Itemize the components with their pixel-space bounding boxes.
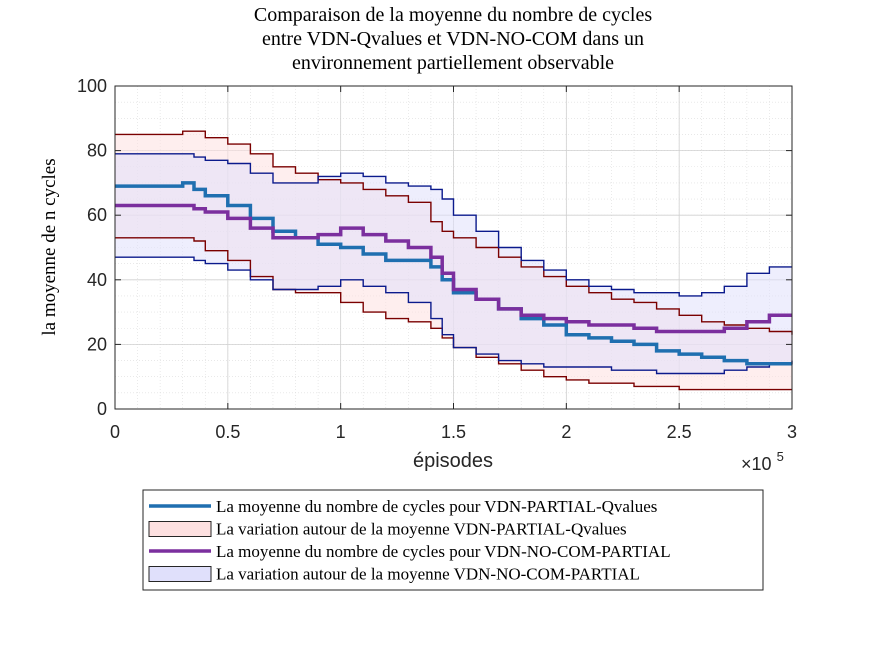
legend-box	[142, 489, 764, 591]
x-tick-label: 2.5	[667, 422, 692, 442]
legend-label: La moyenne du nombre de cycles pour VDN-…	[216, 542, 671, 561]
legend-label: La variation autour de la moyenne VDN-NO…	[216, 565, 640, 584]
x-tick-labels: 0 0.5 1 1.5 2 2.5 3	[110, 86, 797, 442]
legend-band-swatch	[148, 566, 212, 582]
x-axis-label: épisodes	[413, 450, 493, 472]
legend: La moyenne du nombre de cycles pour VDN-…	[142, 489, 764, 591]
chart-title-line: entre VDN-Qvalues et VDN-NO-COM dans un	[262, 28, 644, 50]
y-tick-label: 80	[87, 141, 107, 161]
mean-line-2	[115, 203, 792, 334]
x-tick-label: 2	[561, 422, 571, 442]
y-tick-label: 60	[87, 205, 107, 225]
mean-line-1	[115, 181, 792, 366]
chart-title-line: Comparaison de la moyenne du nombre de c…	[254, 4, 652, 26]
x-axis-multiplier: ×10 5	[741, 449, 784, 474]
legend-label: La moyenne du nombre de cycles pour VDN-…	[216, 497, 657, 516]
band-upper-edge-2	[115, 153, 792, 297]
x-multiplier-base: ×10	[741, 454, 772, 474]
y-axis-label: la moyenne de n cycles	[39, 158, 60, 335]
x-tick-label: 0.5	[215, 422, 240, 442]
y-tick-label: 20	[87, 334, 107, 354]
x-multiplier-exponent: 5	[777, 449, 784, 464]
y-tick-labels: 0 20 40 60 80 100	[77, 76, 792, 419]
variation-band-2	[115, 153, 792, 374]
x-tick-label: 1	[336, 422, 346, 442]
y-tick-label: 40	[87, 270, 107, 290]
legend-band-swatch	[148, 521, 212, 537]
band-lower-edge-2	[115, 256, 793, 375]
chart-title: Comparaison de la moyenne du nombre de c…	[254, 4, 652, 74]
band-upper-edge-1	[115, 130, 793, 335]
legend-label: La variation autour de la moyenne VDN-PA…	[216, 520, 627, 539]
chart-title-line: environnement partiellement observable	[292, 52, 614, 74]
y-tick-label: 100	[77, 76, 107, 96]
y-tick-label: 0	[97, 399, 107, 419]
mean-lines	[115, 130, 793, 391]
x-tick-label: 3	[787, 422, 797, 442]
x-tick-label: 1.5	[441, 422, 466, 442]
x-tick-label: 0	[110, 422, 120, 442]
band-lower-edge-1	[115, 237, 792, 391]
